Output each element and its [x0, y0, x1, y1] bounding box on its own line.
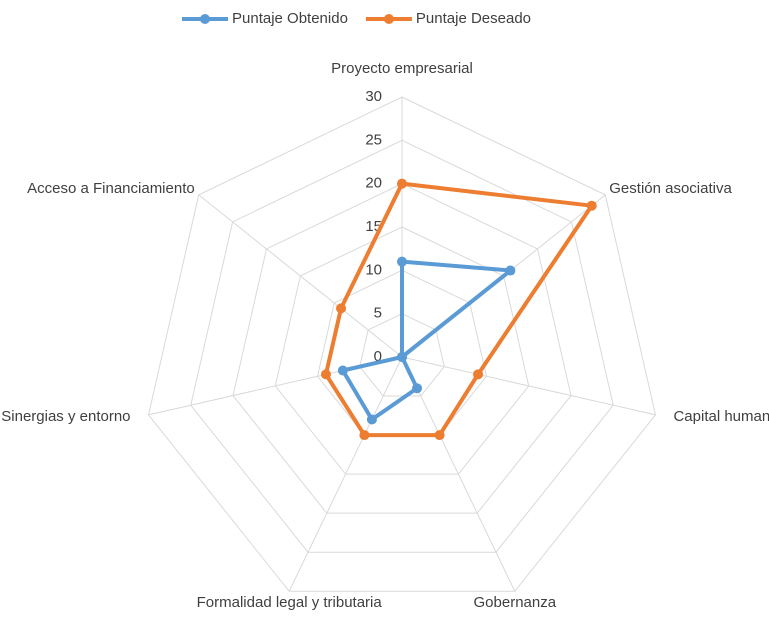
marker: [412, 383, 423, 394]
spoke: [401, 356, 516, 592]
tick-label: 30: [365, 88, 382, 105]
marker: [473, 369, 484, 380]
marker: [397, 178, 407, 189]
category-label: Formalidad legal y tributaria: [197, 594, 383, 611]
tick-label: 0: [374, 348, 382, 365]
marker: [434, 430, 445, 441]
marker: [359, 430, 370, 441]
tick-label: 25: [365, 131, 382, 148]
series-line: [323, 181, 594, 438]
category-label: Gestión asociativa: [609, 180, 732, 197]
grid-line: [147, 96, 657, 592]
grid-line: [232, 183, 572, 514]
marker: [337, 365, 348, 376]
marker: [397, 352, 407, 362]
legend-marker: [200, 14, 210, 24]
marker: [320, 369, 331, 380]
category-label: Acceso a Financiamiento: [27, 180, 195, 197]
grid-line: [274, 226, 530, 475]
marker: [397, 256, 407, 267]
grid-line: [190, 139, 614, 553]
spoke: [401, 356, 656, 416]
legend-label: Puntaje Deseado: [416, 10, 531, 27]
spoke: [198, 194, 403, 358]
category-label: Sinergias y entorno: [1, 408, 130, 425]
category-label: Capital humano: [673, 408, 769, 425]
tick-label: 10: [365, 261, 382, 278]
legend-marker: [383, 14, 394, 24]
marker: [505, 265, 516, 276]
marker: [336, 303, 347, 314]
grid-line: [359, 313, 445, 397]
tick-label: 20: [365, 175, 382, 192]
marker: [366, 414, 377, 425]
category-label: Gobernanza: [474, 594, 557, 611]
series-line: [340, 259, 513, 422]
category-label: Proyecto empresarial: [331, 60, 473, 77]
spoke: [288, 356, 403, 592]
tick-label: 5: [374, 305, 382, 322]
legend-label: Puntaje Obtenido: [232, 10, 348, 27]
marker: [586, 200, 597, 211]
